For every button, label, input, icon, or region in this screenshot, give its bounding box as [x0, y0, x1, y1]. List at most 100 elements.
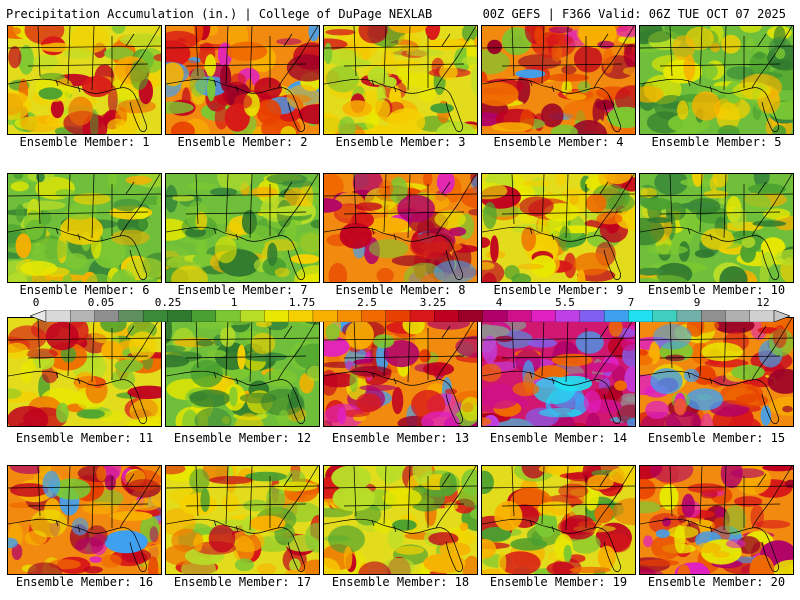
- ensemble-member-map: [165, 25, 320, 135]
- ensemble-member-label: Ensemble Member: 10: [647, 283, 786, 297]
- colorbar-swatch: [191, 309, 217, 323]
- colorbar-swatch: [142, 309, 168, 323]
- colorbar-swatch: [215, 309, 241, 323]
- precip-map-svg: [482, 174, 635, 282]
- colorbar-max-arrow: [773, 309, 791, 323]
- precip-map-svg: [640, 466, 793, 574]
- ensemble-member-label: Ensemble Member: 13: [331, 431, 470, 445]
- colorbar-tick-label: 4: [495, 296, 503, 309]
- ensemble-member-map: [323, 317, 478, 427]
- ensemble-member-map: [7, 465, 162, 575]
- colorbar-swatch: [628, 309, 654, 323]
- ensemble-member-map: [481, 25, 636, 135]
- ensemble-member-map: [323, 173, 478, 283]
- ensemble-member-label: Ensemble Member: 17: [173, 575, 312, 589]
- colorbar-swatch: [676, 309, 702, 323]
- precip-map-svg: [482, 26, 635, 134]
- ensemble-member-map: [165, 173, 320, 283]
- precip-map-svg: [640, 318, 793, 426]
- colorbar-swatch: [506, 309, 532, 323]
- colorbar-tick-labels: 0 0.05 0.25 1 1.75 2.5 3.25 4 5.5 7 9 12: [0, 296, 800, 309]
- ensemble-member-map: [7, 25, 162, 135]
- colorbar-swatch: [434, 309, 459, 323]
- colorbar-tick-label: 12: [756, 296, 770, 309]
- ensemble-member-label: Ensemble Member: 7: [177, 283, 308, 297]
- precip-map-svg: [8, 26, 161, 134]
- colorbar-tick-label: 0.05: [87, 296, 115, 309]
- ensemble-member-map: [7, 173, 162, 283]
- colorbar-tick-label: 7: [627, 296, 635, 309]
- precip-map-svg: [166, 174, 319, 282]
- colorbar-swatch: [458, 309, 484, 323]
- colorbar-tick-label: 0: [32, 296, 40, 309]
- model-valid-time: 00Z GEFS | F366 Valid: 06Z TUE OCT 07 20…: [482, 7, 786, 21]
- ensemble-member-label: Ensemble Member: 16: [15, 575, 154, 589]
- precip-map-svg: [482, 466, 635, 574]
- colorbar-swatch: [725, 309, 751, 323]
- ensemble-member-label: Ensemble Member: 15: [647, 431, 786, 445]
- precip-map-svg: [640, 26, 793, 134]
- colorbar-swatch: [579, 309, 605, 323]
- ensemble-member-map: [323, 25, 478, 135]
- colorbar-swatch: [749, 309, 775, 323]
- ensemble-member-label: Ensemble Member: 4: [493, 135, 624, 149]
- colorbar-swatch: [45, 309, 71, 323]
- colorbar-tick-label: 2.5: [357, 296, 377, 309]
- ensemble-member-map: [165, 317, 320, 427]
- precip-map-svg: [166, 466, 319, 574]
- colorbar-tick-label: 1.75: [288, 296, 316, 309]
- precip-map-svg: [166, 26, 319, 134]
- colorbar-swatch: [239, 309, 265, 323]
- colorbar: [29, 307, 791, 323]
- ensemble-member-label: Ensemble Member: 14: [489, 431, 628, 445]
- precip-map-svg: [166, 318, 319, 426]
- colorbar-swatch: [531, 309, 557, 323]
- colorbar-swatch: [652, 309, 678, 323]
- ensemble-member-map: [481, 173, 636, 283]
- ensemble-member-map: [639, 173, 794, 283]
- precip-map-svg: [324, 318, 477, 426]
- ensemble-member-label: Ensemble Member: 5: [651, 135, 782, 149]
- ensemble-member-label: Ensemble Member: 3: [335, 135, 466, 149]
- precip-map-svg: [640, 174, 793, 282]
- colorbar-svg: [29, 309, 791, 323]
- ensemble-member-label: Ensemble Member: 2: [177, 135, 308, 149]
- colorbar-swatch: [409, 309, 435, 323]
- ensemble-member-label: Ensemble Member: 11: [15, 431, 154, 445]
- ensemble-member-label: Ensemble Member: 18: [331, 575, 470, 589]
- ensemble-member-label: Ensemble Member: 20: [647, 575, 786, 589]
- precip-map-svg: [8, 318, 161, 426]
- colorbar-swatch: [264, 309, 290, 323]
- precip-map-svg: [324, 174, 477, 282]
- colorbar-tick-label: 9: [693, 296, 701, 309]
- colorbar-swatch: [70, 309, 95, 323]
- colorbar-swatch: [701, 309, 726, 323]
- ensemble-member-label: Ensemble Member: 1: [19, 135, 150, 149]
- ensemble-member-map: [639, 317, 794, 427]
- colorbar-swatch: [385, 309, 411, 323]
- ensemble-member-map: [639, 465, 794, 575]
- colorbar-swatch: [337, 309, 362, 323]
- ensemble-member-label: Ensemble Member: 9: [493, 283, 624, 297]
- colorbar-swatch: [312, 309, 338, 323]
- colorbar-swatch: [167, 309, 193, 323]
- colorbar-min-arrow: [29, 309, 47, 323]
- colorbar-swatch: [118, 309, 144, 323]
- ensemble-member-map: [481, 465, 636, 575]
- colorbar-swatch: [555, 309, 581, 323]
- ensemble-member-map: [323, 465, 478, 575]
- colorbar-tick-label: 0.25: [154, 296, 182, 309]
- ensemble-member-map: [165, 465, 320, 575]
- precip-map-svg: [324, 26, 477, 134]
- ensemble-member-map: [639, 25, 794, 135]
- precip-map-svg: [324, 466, 477, 574]
- ensemble-member-map: [481, 317, 636, 427]
- ensemble-member-label: Ensemble Member: 12: [173, 431, 312, 445]
- precip-map-svg: [8, 466, 161, 574]
- ensemble-member-label: Ensemble Member: 19: [489, 575, 628, 589]
- ensemble-member-map: [7, 317, 162, 427]
- precip-map-svg: [482, 318, 635, 426]
- colorbar-tick-label: 1: [230, 296, 238, 309]
- colorbar-swatch: [288, 309, 314, 323]
- colorbar-swatch: [603, 309, 629, 323]
